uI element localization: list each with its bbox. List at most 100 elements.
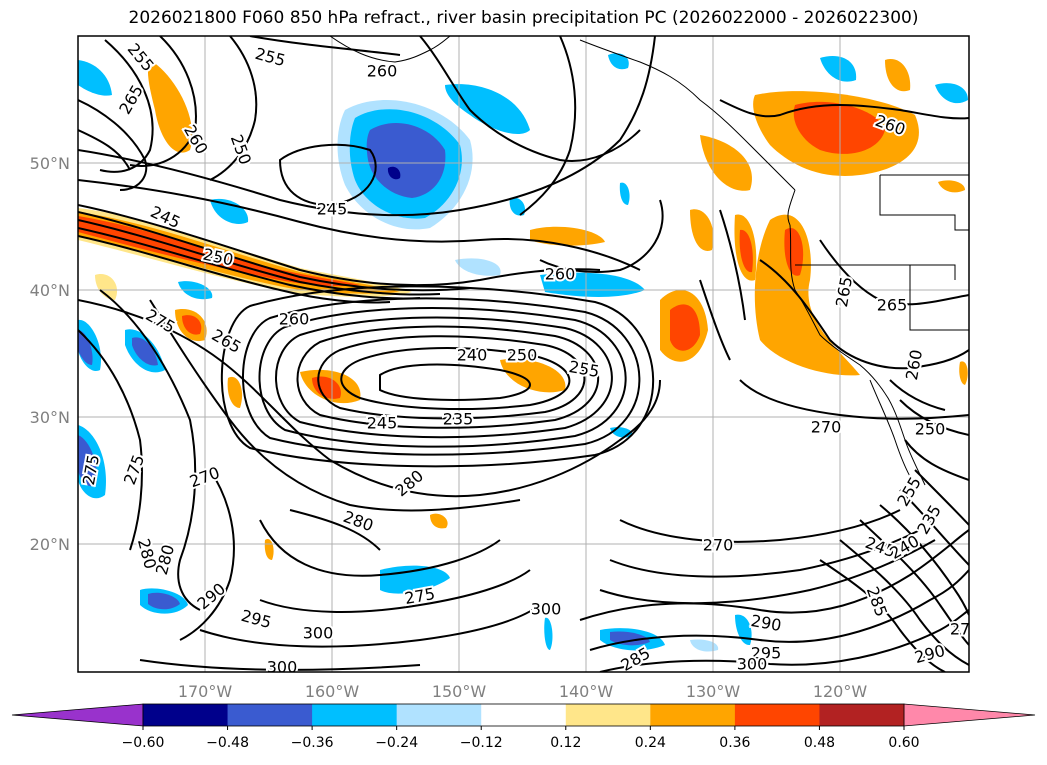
red-shading <box>739 229 753 273</box>
contour-label: 240 <box>457 346 488 365</box>
contour-line <box>819 239 969 306</box>
orange-shading <box>430 513 448 529</box>
lat-label-40n: 40°N <box>30 281 70 300</box>
colorbar-segment <box>650 704 736 726</box>
blue-shading <box>78 435 97 487</box>
state-border <box>909 265 969 331</box>
colorbar-tick-label: −0.24 <box>375 735 418 751</box>
lon-label-160w: 160°W <box>305 682 360 701</box>
red-shading <box>784 228 804 276</box>
contour-label: 270 <box>811 418 842 437</box>
colorbar-tick-label: −0.36 <box>291 735 334 751</box>
contour-line <box>259 569 531 613</box>
colorbar-segment <box>819 704 905 726</box>
lon-label-120w: 120°W <box>813 682 868 701</box>
contour-line <box>889 379 946 411</box>
us-west-coastline <box>789 224 926 486</box>
orange-shading <box>690 209 714 251</box>
contour-label: 250 <box>507 346 538 365</box>
red-shading <box>182 315 202 335</box>
contour-line <box>78 179 641 271</box>
red-shading <box>78 216 360 287</box>
colorbar-tick-label: 0.12 <box>550 735 581 751</box>
contour-line <box>904 439 969 481</box>
contour-line <box>78 329 143 551</box>
contour-label: 300 <box>737 655 768 674</box>
contour-line <box>579 529 969 621</box>
lon-label-170w: 170°W <box>178 682 233 701</box>
contour-line <box>879 504 969 616</box>
contour-label: 300 <box>531 600 562 619</box>
contour-line <box>139 659 421 671</box>
contour-line <box>179 469 235 641</box>
refractivity-contours <box>78 36 969 672</box>
colorbar-segment <box>481 704 567 726</box>
orange-shading <box>959 361 968 385</box>
blue-shading <box>148 592 180 610</box>
orange-shading <box>147 60 193 153</box>
blue-shading <box>690 639 719 652</box>
contour-line <box>129 36 197 167</box>
baja-coastline <box>869 379 913 481</box>
colorbar: −0.60 −0.48 −0.36 −0.24 −0.12 0.12 0.24 0.36 0.4… <box>11 703 1036 751</box>
latitude-labels: 50°N 40°N 30°N 20°N <box>30 154 70 554</box>
colorbar-tick-label: 0.48 <box>804 735 835 751</box>
contour-line <box>719 209 746 321</box>
contour-label: 245 <box>317 200 348 219</box>
lat-label-50n: 50°N <box>30 154 70 173</box>
contour-line <box>317 335 586 420</box>
orange-shading <box>78 212 400 294</box>
blue-shading <box>735 614 752 646</box>
blue-shading <box>820 56 857 82</box>
contour-line <box>859 519 969 646</box>
orange-shading <box>500 358 566 393</box>
state-border <box>879 175 969 231</box>
contour-label: 260 <box>545 265 576 284</box>
contour-label: 235 <box>443 410 474 429</box>
gulf-of-alaska-coastline <box>579 39 796 191</box>
blue-shading <box>78 330 93 365</box>
contour-label: 250 <box>915 420 946 439</box>
contour-line <box>419 36 641 162</box>
contour-line <box>99 39 154 173</box>
orange-shading <box>885 59 911 92</box>
contour-line <box>539 199 664 273</box>
colorbar-tick-label: 0.24 <box>635 735 666 751</box>
contour-line <box>599 609 969 672</box>
blue-shading <box>540 272 645 297</box>
colorbar-segment <box>396 704 482 726</box>
precip-shading <box>78 53 968 652</box>
contour-label: 295 <box>751 644 782 663</box>
orange-shading <box>754 214 860 376</box>
contour-line <box>242 297 641 456</box>
orange-shading <box>227 376 243 408</box>
lat-label-20n: 20°N <box>30 535 70 554</box>
contour-line <box>519 36 577 216</box>
contour-label: 300 <box>267 658 298 677</box>
blue-shading <box>78 60 112 96</box>
orange-shading <box>95 274 118 300</box>
colorbar-extend-min <box>11 703 144 727</box>
bc-coastline <box>787 189 796 226</box>
coastlines <box>329 36 969 486</box>
contour-line <box>719 99 969 120</box>
contour-line <box>759 259 969 370</box>
contour-line <box>899 489 969 566</box>
lon-label-150w: 150°W <box>432 682 487 701</box>
contour-line <box>209 36 258 181</box>
contour-label: 300 <box>303 624 334 643</box>
colorbar-tick-label: 0.60 <box>888 735 919 751</box>
plot-frame <box>77 35 970 673</box>
contour-line <box>619 509 901 543</box>
contour-line <box>340 347 571 411</box>
lat-label-30n: 30°N <box>30 408 70 427</box>
red-shading <box>793 101 885 154</box>
colorbar-tick-label: −0.60 <box>122 735 165 751</box>
contour-line <box>914 469 969 526</box>
contour-line <box>78 227 421 300</box>
contour-line <box>739 379 969 420</box>
colorbar-tick-label: 0.36 <box>719 735 750 751</box>
contour-line <box>699 279 731 361</box>
contour-label: 270 <box>703 536 734 555</box>
colorbar-segment <box>565 704 651 726</box>
